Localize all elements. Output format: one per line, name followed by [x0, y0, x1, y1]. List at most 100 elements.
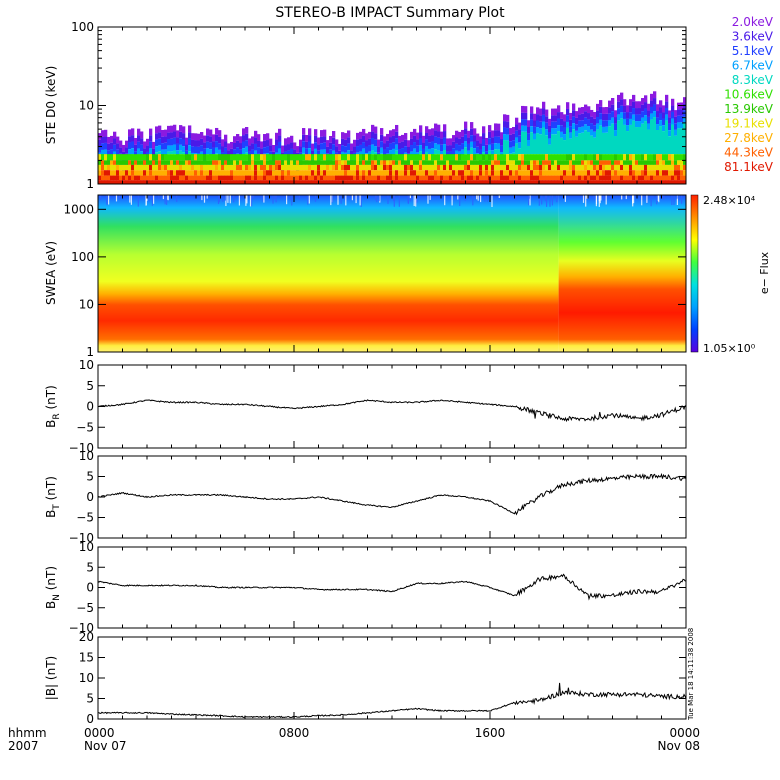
time-axis-year-label: 2007 — [8, 739, 39, 753]
ste-bar-segment — [185, 150, 189, 158]
ste-bar-segment — [302, 175, 306, 181]
ste-bar-segment — [533, 160, 537, 165]
ste-bar-segment — [164, 170, 168, 176]
ste-bar-segment — [656, 180, 660, 184]
ste-bar-segment — [605, 126, 609, 133]
ste-bar-segment — [482, 126, 486, 134]
ste-bar-segment — [125, 175, 129, 181]
ste-bar-segment — [476, 170, 480, 176]
ste-bar-segment — [680, 128, 684, 155]
ste-bar-segment — [653, 154, 657, 161]
time-axis-unit-label: hhmm — [8, 726, 47, 740]
swea-gap-stripe — [458, 195, 460, 200]
ste-bar-segment — [104, 129, 108, 137]
ste-bar-segment — [572, 170, 576, 176]
ste-bar-segment — [347, 137, 351, 144]
ste-bar-segment — [398, 135, 402, 143]
ste-bar-segment — [482, 175, 486, 181]
ste-bar-segment — [506, 134, 510, 141]
ste-bar-segment — [500, 139, 504, 146]
ste-bar-segment — [386, 133, 390, 141]
ste-bar-segment — [221, 160, 225, 165]
ste-bar-segment — [395, 170, 399, 176]
ste-bar-segment — [569, 160, 573, 165]
ste-bar-segment — [485, 137, 489, 145]
ste-bar-segment — [185, 137, 189, 145]
ste-bar-segment — [629, 175, 633, 181]
ste-bar-segment — [191, 175, 195, 181]
ste-bar-segment — [200, 170, 204, 176]
ste-bar-segment — [662, 170, 666, 176]
ste-bar-segment — [506, 140, 510, 155]
ste-bar-segment — [569, 170, 573, 176]
ste-bar-segment — [611, 98, 615, 105]
ste-bar-segment — [497, 170, 501, 176]
ste-bar-segment — [614, 175, 618, 181]
swea-gap-stripe — [158, 195, 160, 200]
ste-bar-segment — [578, 120, 582, 128]
ste-bar-segment — [557, 180, 561, 184]
ste-bar-segment — [566, 164, 570, 171]
ste-bar-segment — [359, 144, 363, 152]
ste-bar-segment — [578, 180, 582, 184]
ste-bar-segment — [683, 164, 686, 171]
ste-y-tick-label: 100 — [71, 20, 94, 34]
ste-bar-segment — [395, 175, 399, 181]
field-y-tick-label: −10 — [69, 531, 94, 545]
ste-bar-segment — [464, 175, 468, 181]
ste-bar-segment — [263, 180, 267, 184]
ste-bar-segment — [536, 170, 540, 176]
ste-bar-segment — [683, 122, 686, 155]
ste-bar-segment — [527, 120, 531, 128]
ste-bar-segment — [575, 154, 579, 161]
ste-bar-segment — [173, 150, 177, 155]
ste-bar-segment — [446, 138, 450, 146]
ste-bar-segment — [323, 136, 327, 143]
ste-bar-segment — [659, 126, 663, 155]
ste-bar-segment — [137, 148, 141, 155]
ste-bar-segment — [533, 154, 537, 161]
ste-bar-segment — [431, 128, 435, 136]
ste-bar-segment — [188, 125, 192, 133]
ste-bar-segment — [107, 154, 111, 161]
ste-bar-segment — [323, 154, 327, 161]
ste-bar-segment — [653, 91, 657, 99]
ste-bar-segment — [392, 142, 396, 149]
ste-bar-segment — [119, 180, 123, 184]
ste-bar-segment — [419, 180, 423, 184]
ste-bar-segment — [263, 170, 267, 176]
ste-bar-segment — [539, 175, 543, 181]
ste-bar-segment — [242, 128, 246, 136]
ste-bar-segment — [140, 154, 144, 161]
ste-bar-segment — [332, 154, 336, 161]
ste-bar-segment — [188, 151, 192, 155]
ste-bar-segment — [629, 112, 633, 119]
ste-bar-segment — [290, 164, 294, 171]
ste-bar-segment — [584, 180, 588, 184]
ste-bar-segment — [608, 164, 612, 171]
ste-bar-segment — [641, 123, 645, 155]
ste-bar-segment — [524, 175, 528, 181]
ste-bar-segment — [104, 160, 108, 165]
ste-bar-segment — [308, 175, 312, 181]
ste-bar-segment — [338, 154, 342, 161]
swea-gap-stripe — [360, 195, 362, 207]
swea-gap-stripe — [245, 195, 247, 206]
ste-bar-segment — [413, 135, 417, 143]
ste-bar-segment — [425, 175, 429, 181]
ste-bar-segment — [347, 130, 351, 138]
ste-bar-segment — [275, 154, 279, 161]
ste-bar-segment — [473, 141, 477, 149]
ste-bar-segment — [110, 180, 114, 184]
ste-bar-segment — [374, 126, 378, 134]
ste-bar-segment — [380, 134, 384, 142]
ste-bar-segment — [590, 170, 594, 176]
ste-bar-segment — [632, 170, 636, 176]
ste-bar-segment — [203, 164, 207, 171]
ste-bar-segment — [290, 160, 294, 165]
ste-bar-segment — [542, 160, 546, 165]
legend-entry: 5.1keV — [732, 44, 774, 58]
time-tick-label: 1600 — [475, 726, 506, 740]
swea-gap-stripe — [166, 195, 168, 205]
ste-bar-segment — [608, 100, 612, 108]
